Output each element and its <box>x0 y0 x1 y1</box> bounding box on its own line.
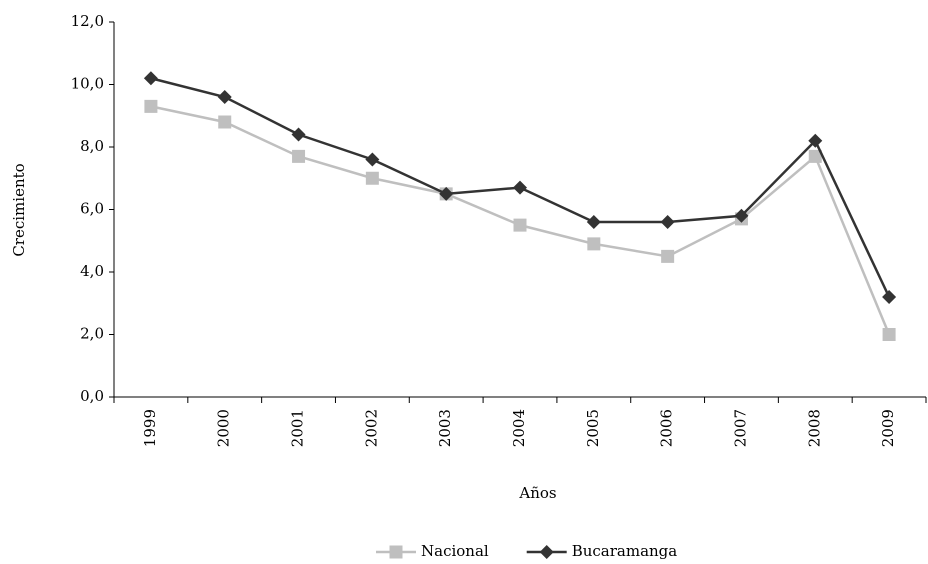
x-tick-label: 1999 <box>141 409 159 447</box>
marker <box>291 127 306 142</box>
y-tick-label: 12,0 <box>71 12 104 30</box>
x-tick-label: 2001 <box>289 409 307 447</box>
y-tick-label: 6,0 <box>80 200 104 218</box>
marker <box>217 90 232 104</box>
x-tick-label: 2000 <box>215 409 233 447</box>
x-tick-label: 2005 <box>584 409 602 447</box>
marker <box>513 218 527 232</box>
y-tick-label: 4,0 <box>80 262 104 280</box>
marker <box>144 99 158 113</box>
marker <box>660 215 675 229</box>
legend-label: Bucaramanga <box>572 542 678 560</box>
x-tick-label: 2008 <box>805 409 823 447</box>
marker <box>539 545 554 559</box>
marker <box>734 208 749 223</box>
legend-label: Nacional <box>421 542 489 560</box>
y-tick-label: 0,0 <box>80 387 104 405</box>
marker <box>586 215 601 229</box>
marker <box>808 149 822 163</box>
y-axis-label: Crecimiento <box>10 163 28 256</box>
x-tick-label: 2003 <box>436 409 454 447</box>
marker <box>808 133 823 148</box>
x-tick-label: 2006 <box>658 409 676 447</box>
marker <box>661 249 675 263</box>
marker <box>218 115 232 129</box>
marker <box>882 328 896 341</box>
marker <box>365 171 379 185</box>
y-tick-label: 8,0 <box>80 137 104 155</box>
x-tick-label: 2002 <box>362 409 380 447</box>
x-tick-label: 2004 <box>510 409 528 447</box>
marker <box>143 71 158 86</box>
marker <box>513 180 527 195</box>
marker <box>882 290 897 304</box>
marker <box>587 237 601 251</box>
y-tick-label: 2,0 <box>80 325 104 343</box>
x-axis-label: Años <box>518 484 556 502</box>
marker <box>389 545 403 559</box>
x-tick-label: 2007 <box>731 409 749 447</box>
marker <box>365 152 380 167</box>
x-tick-label: 2009 <box>879 409 897 447</box>
marker <box>439 186 454 201</box>
marker <box>292 149 306 163</box>
y-tick-label: 10,0 <box>71 75 104 93</box>
